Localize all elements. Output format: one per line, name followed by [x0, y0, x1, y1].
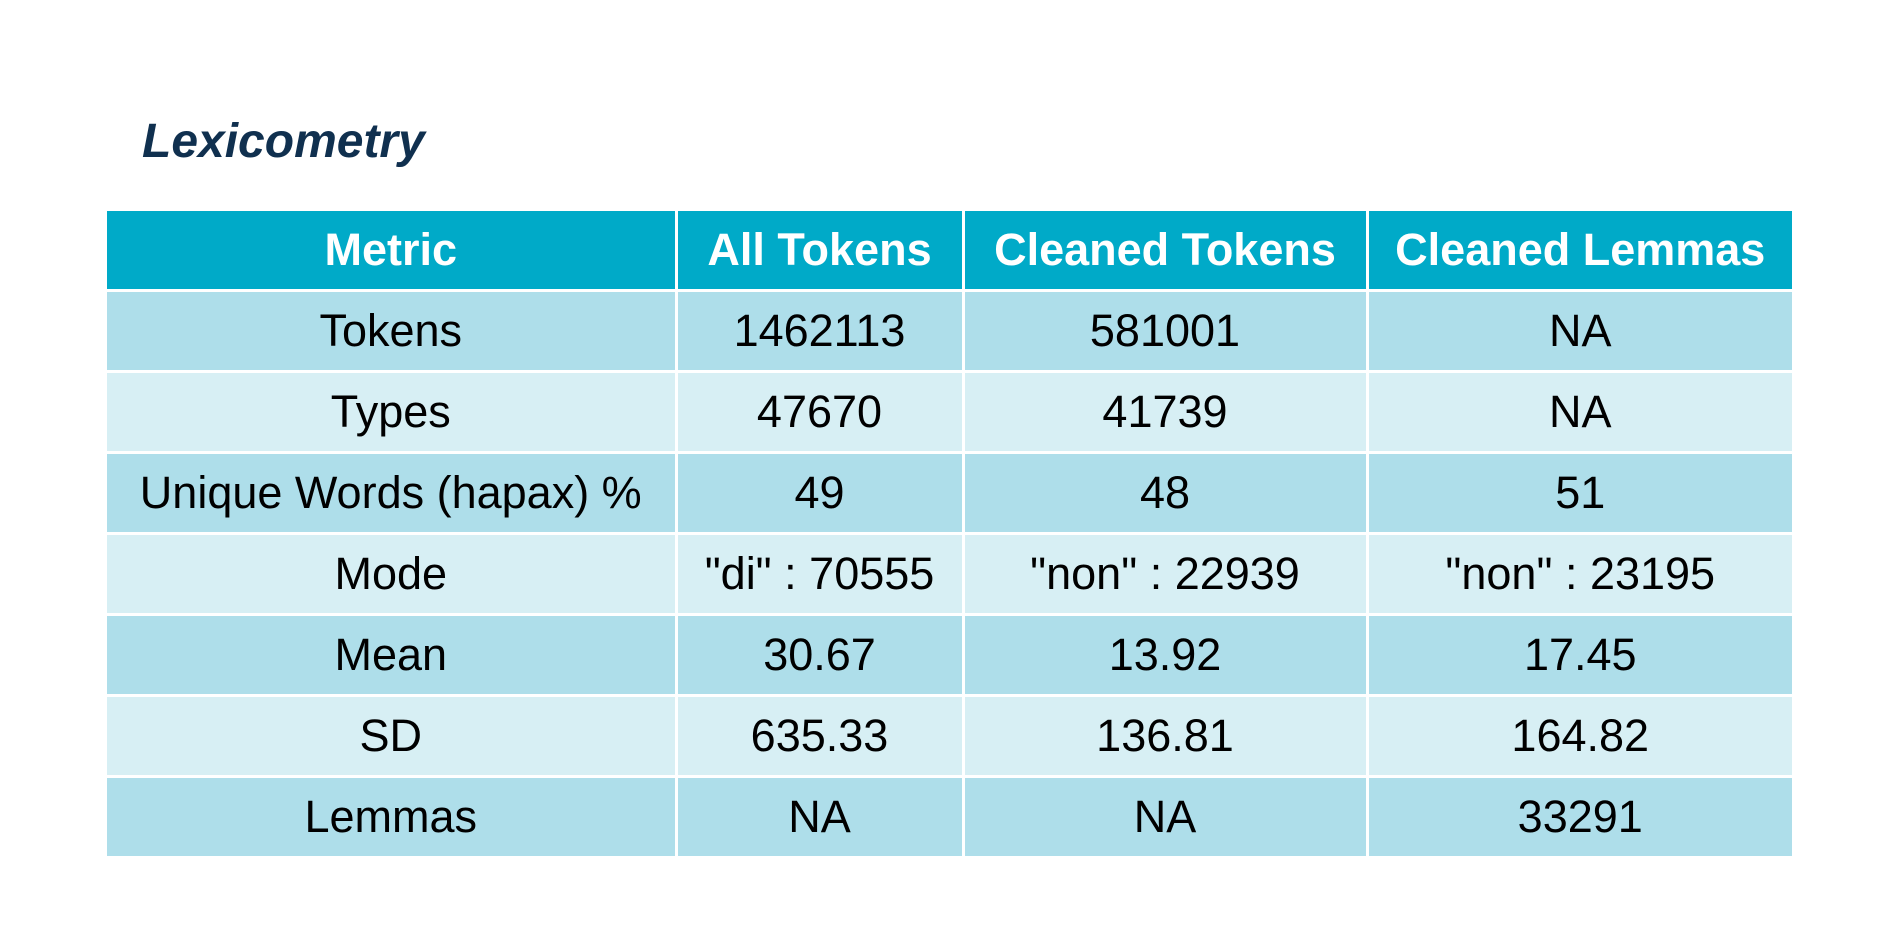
all-tokens-cell: 635.33 — [674, 694, 965, 778]
metric-cell: Mode — [107, 532, 678, 616]
column-header-cleaned-lemmas: Cleaned Lemmas — [1365, 211, 1792, 292]
cleaned-lemmas-cell: 51 — [1365, 451, 1792, 535]
cleaned-lemmas-cell: "non" : 23195 — [1365, 532, 1792, 616]
page-title: Lexicometry — [142, 115, 425, 168]
table-row-lemmas: Lemmas NA NA 33291 — [107, 775, 1792, 856]
cleaned-tokens-cell: 136.81 — [961, 694, 1369, 778]
metric-cell: SD — [107, 694, 678, 778]
table-row-mean: Mean 30.67 13.92 17.45 — [107, 613, 1792, 697]
cleaned-tokens-cell: NA — [961, 775, 1369, 856]
table-row-types: Types 47670 41739 NA — [107, 370, 1792, 454]
table-row-sd: SD 635.33 136.81 164.82 — [107, 694, 1792, 778]
metric-cell: Tokens — [107, 289, 678, 373]
metric-cell: Unique Words (hapax) % — [107, 451, 678, 535]
column-header-metric: Metric — [107, 211, 678, 292]
metric-cell: Types — [107, 370, 678, 454]
cleaned-tokens-cell: 13.92 — [961, 613, 1369, 697]
table-row-mode: Mode "di" : 70555 "non" : 22939 "non" : … — [107, 532, 1792, 616]
cleaned-tokens-cell: 581001 — [961, 289, 1369, 373]
all-tokens-cell: 49 — [674, 451, 965, 535]
all-tokens-cell: 30.67 — [674, 613, 965, 697]
all-tokens-cell: "di" : 70555 — [674, 532, 965, 616]
table-row-unique-words: Unique Words (hapax) % 49 48 51 — [107, 451, 1792, 535]
lexicometry-table: Metric All Tokens Cleaned Tokens Cleaned… — [107, 211, 1792, 856]
all-tokens-cell: 47670 — [674, 370, 965, 454]
column-header-cleaned-tokens: Cleaned Tokens — [961, 211, 1369, 292]
all-tokens-cell: 1462113 — [674, 289, 965, 373]
metric-cell: Mean — [107, 613, 678, 697]
cleaned-tokens-cell: 41739 — [961, 370, 1369, 454]
column-header-all-tokens: All Tokens — [674, 211, 965, 292]
table-header-row: Metric All Tokens Cleaned Tokens Cleaned… — [107, 211, 1792, 292]
cleaned-tokens-cell: "non" : 22939 — [961, 532, 1369, 616]
metric-cell: Lemmas — [107, 775, 678, 856]
cleaned-lemmas-cell: NA — [1365, 289, 1792, 373]
cleaned-lemmas-cell: NA — [1365, 370, 1792, 454]
cleaned-lemmas-cell: 17.45 — [1365, 613, 1792, 697]
cleaned-lemmas-cell: 33291 — [1365, 775, 1792, 856]
table-row-tokens: Tokens 1462113 581001 NA — [107, 289, 1792, 373]
cleaned-tokens-cell: 48 — [961, 451, 1369, 535]
cleaned-lemmas-cell: 164.82 — [1365, 694, 1792, 778]
all-tokens-cell: NA — [674, 775, 965, 856]
